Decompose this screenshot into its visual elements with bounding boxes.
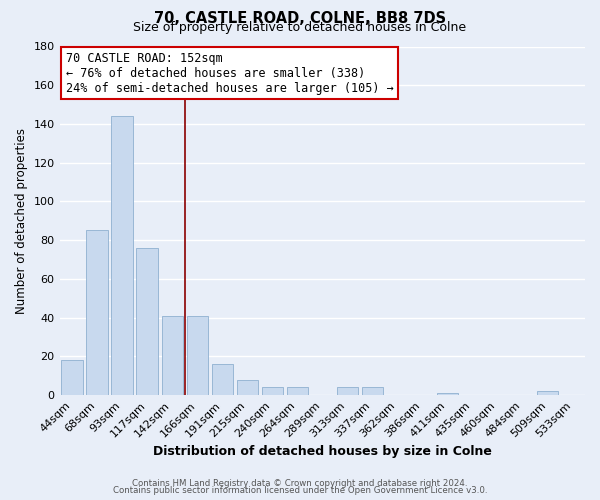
Bar (537, 391, 558, 395)
Bar (112, 116, 133, 395)
Bar (61, 360, 83, 395)
Bar (362, 388, 383, 395)
Bar (287, 388, 308, 395)
Text: Size of property relative to detached houses in Colne: Size of property relative to detached ho… (133, 22, 467, 35)
Bar (187, 316, 208, 395)
Bar (236, 380, 258, 395)
Text: 70 CASTLE ROAD: 152sqm
← 76% of detached houses are smaller (338)
24% of semi-de: 70 CASTLE ROAD: 152sqm ← 76% of detached… (66, 52, 394, 94)
Bar (212, 364, 233, 395)
Text: Contains public sector information licensed under the Open Government Licence v3: Contains public sector information licen… (113, 486, 487, 495)
Bar (437, 393, 458, 395)
Bar (136, 248, 158, 395)
Bar (262, 388, 283, 395)
Text: Contains HM Land Registry data © Crown copyright and database right 2024.: Contains HM Land Registry data © Crown c… (132, 478, 468, 488)
Text: 70, CASTLE ROAD, COLNE, BB8 7DS: 70, CASTLE ROAD, COLNE, BB8 7DS (154, 11, 446, 26)
X-axis label: Distribution of detached houses by size in Colne: Distribution of detached houses by size … (153, 444, 492, 458)
Bar (337, 388, 358, 395)
Bar (86, 230, 108, 395)
Bar (161, 316, 183, 395)
Y-axis label: Number of detached properties: Number of detached properties (15, 128, 28, 314)
